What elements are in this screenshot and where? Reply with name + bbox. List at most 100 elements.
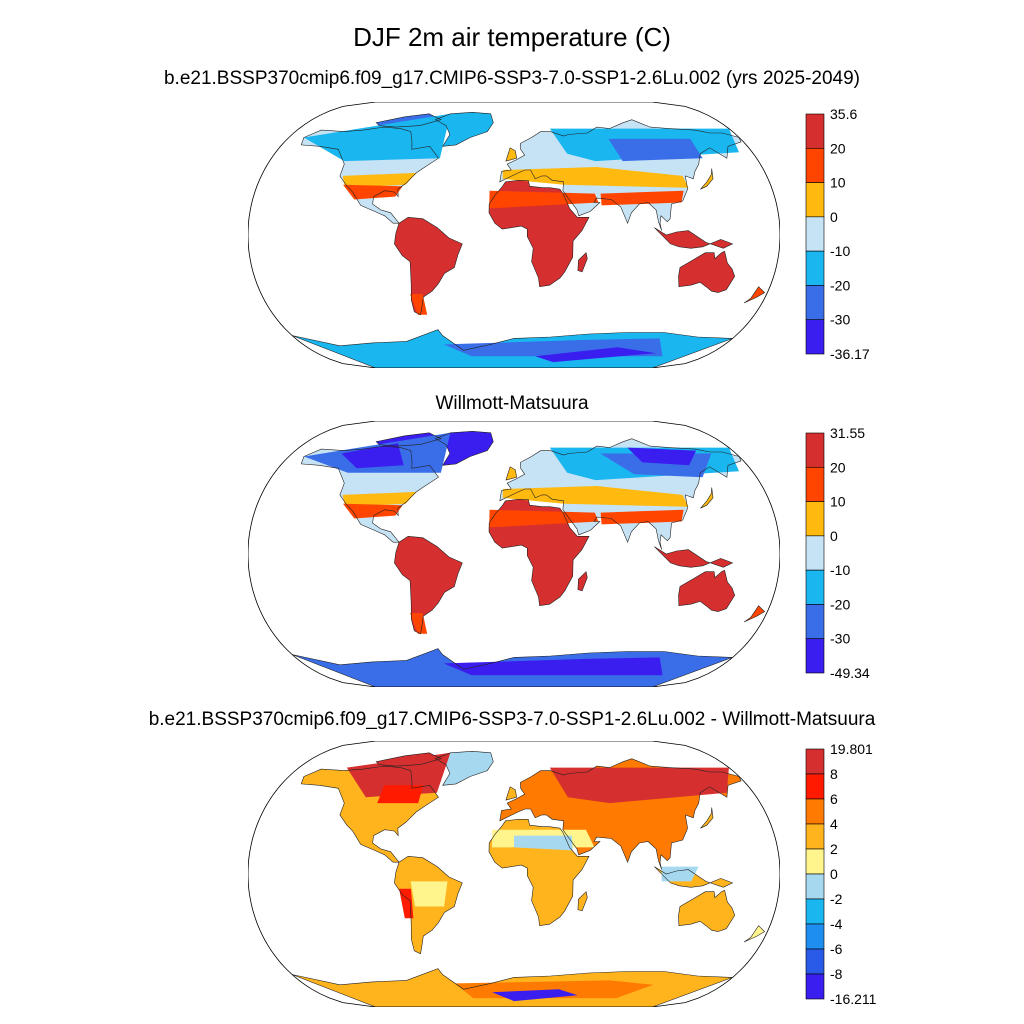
madagascar-coastline [577, 252, 588, 273]
japan-coastline [700, 807, 714, 829]
colorbar-label: 0 [830, 528, 838, 544]
panel-3-map [248, 741, 780, 1007]
colorbar-label: 31.55 [830, 427, 865, 441]
colorbar-label: -36.17 [830, 346, 870, 362]
australia-coastline [678, 569, 736, 612]
colorbar-label: -6 [830, 941, 843, 957]
southamerica-land [394, 217, 463, 315]
temperature-band [341, 443, 404, 469]
southamerica-coastline [394, 535, 463, 635]
uk-land [505, 786, 517, 801]
temperature-band [377, 785, 424, 804]
antarctica-coastline [291, 648, 733, 687]
colorbar-label: 4 [830, 816, 838, 832]
colorbar-label: -30 [830, 631, 850, 647]
colorbar-label: -10 [830, 562, 850, 578]
eurasia-coastline [499, 119, 742, 231]
antarctica-coastline [291, 329, 733, 368]
africa-coastline [488, 180, 590, 288]
panel-3-colorbar: 19.801 8 6 4 2 0 -2 -4 -6 -8 -16.211 [805, 743, 877, 1007]
colorbar-label: -20 [830, 277, 850, 293]
colorbar-swatch [805, 250, 825, 286]
colorbar-label: 20 [830, 459, 846, 475]
madagascar-land [577, 891, 588, 911]
greenland-land [435, 112, 494, 147]
greenland-land [435, 751, 494, 786]
map-border [248, 741, 780, 1007]
japan-coastline [700, 168, 714, 190]
nz-coastline [743, 605, 766, 623]
colorbar-swatch [805, 773, 825, 800]
madagascar-coastline [577, 891, 588, 912]
indonesia-land [654, 546, 733, 568]
southamerica-coastline [394, 855, 463, 955]
colorbar-label: 10 [830, 494, 846, 510]
panel-2-map [248, 421, 780, 687]
map-border [248, 102, 780, 368]
northamerica-coastline [300, 765, 439, 863]
australia-land [678, 890, 735, 932]
colorbar-label: -8 [830, 966, 843, 982]
temperature-band [303, 113, 451, 162]
indonesia-coastline [654, 227, 734, 249]
colorbar-swatch [805, 501, 825, 537]
temperature-band [549, 767, 729, 804]
nz-land [744, 286, 765, 303]
colorbar-swatch [805, 147, 825, 183]
australia-coastline [678, 889, 736, 932]
madagascar-land [577, 571, 588, 591]
temperature-band [535, 347, 657, 363]
colorbar-label: 0 [830, 209, 838, 225]
temperature-band [502, 486, 689, 507]
temperature-band [342, 172, 417, 188]
colorbar-swatch [805, 182, 825, 218]
indonesia-land [654, 227, 733, 249]
colorbar-swatch [805, 873, 825, 900]
colorbar-label: 8 [830, 766, 838, 782]
colorbar-swatch [805, 798, 825, 825]
temperature-band [514, 835, 573, 851]
panel-2-colorbar: 31.55 20 10 0 -10 -20 -30 -49.34 [805, 427, 870, 681]
colorbar-label: 2 [830, 841, 838, 857]
colorbar-label: 20 [830, 140, 846, 156]
indonesia-coastline [654, 546, 734, 568]
nz-coastline [743, 286, 766, 304]
colorbar-swatch [805, 748, 825, 775]
colorbar-label: -4 [830, 916, 843, 932]
australia-land [678, 570, 735, 612]
land-fill [291, 430, 766, 687]
temperature-band [608, 138, 703, 162]
antarctica-coastline [291, 968, 733, 1007]
africa-coastline [488, 499, 590, 607]
eurasia-coastline [499, 758, 742, 870]
uk-coastline [505, 466, 518, 481]
temperature-band [443, 657, 663, 676]
colorbar-swatch [805, 113, 825, 149]
uk-land [505, 147, 517, 162]
madagascar-land [577, 252, 588, 272]
temperature-band [399, 888, 414, 919]
land-fill [291, 750, 766, 1007]
uk-coastline [505, 147, 518, 162]
colorbar-swatch [805, 604, 825, 640]
colorbar-label: -16.211 [830, 991, 877, 1007]
colorbar-label: 10 [830, 175, 846, 191]
temperature-band [489, 509, 599, 528]
greenland-coastline [434, 111, 494, 147]
temperature-band [492, 989, 578, 1002]
land-fill [291, 111, 766, 368]
colorbar-label: -49.34 [830, 665, 870, 681]
colorbar-swatch [805, 569, 825, 605]
northamerica-coastline [300, 126, 439, 224]
greenland-coastline [434, 750, 494, 786]
nz-land [744, 605, 765, 622]
uk-coastline [505, 786, 518, 801]
temperature-band [343, 184, 403, 200]
arctic-coastline [375, 752, 442, 767]
colorbar-label: -30 [830, 312, 850, 328]
colorbar-swatch [805, 823, 825, 850]
colorbar-swatch [805, 973, 825, 1000]
colorbar-swatch [805, 948, 825, 975]
colorbar-label: 6 [830, 791, 838, 807]
australia-coastline [678, 250, 736, 293]
